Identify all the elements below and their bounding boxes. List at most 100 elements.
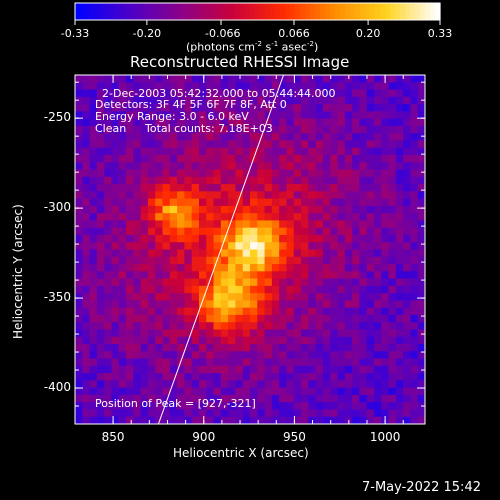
colorbar-frame <box>74 2 441 21</box>
heatmap-cell <box>315 373 324 381</box>
heatmap-cell <box>344 104 353 112</box>
heatmap-cell <box>220 96 229 105</box>
heatmap-cell <box>271 184 280 192</box>
heatmap-cell <box>104 184 112 192</box>
heatmap-cell <box>228 191 236 200</box>
heatmap-cell <box>242 213 251 221</box>
heatmap-cell <box>140 271 149 280</box>
heatmap-cell <box>155 409 163 418</box>
heatmap-cell <box>352 285 360 294</box>
heatmap-cell <box>133 314 142 323</box>
heatmap-cell <box>89 322 98 330</box>
heatmap-cell <box>301 162 309 171</box>
heatmap-cell <box>147 191 156 200</box>
heatmap-cell <box>373 162 382 171</box>
heatmap-cell <box>330 96 338 105</box>
heatmap-cell <box>352 365 360 374</box>
heatmap-cell <box>257 205 266 214</box>
heatmap-cell <box>279 118 287 127</box>
heatmap-cell <box>104 307 112 316</box>
heatmap-cell <box>359 111 368 120</box>
heatmap-cell <box>264 118 273 127</box>
heatmap-cell <box>228 416 236 424</box>
heatmap-cell <box>410 409 419 418</box>
heatmap-cell <box>271 191 280 200</box>
heatmap-cell <box>279 264 287 272</box>
heatmap-cell <box>286 278 295 287</box>
heatmap-cell <box>220 162 229 171</box>
heatmap-cell <box>344 300 353 309</box>
heatmap-cell <box>118 184 127 192</box>
heatmap-cell <box>133 82 142 91</box>
colorbar-cell <box>220 3 226 20</box>
heatmap-cell <box>271 402 280 410</box>
heatmap-cell <box>250 133 258 141</box>
heatmap-cell <box>271 314 280 323</box>
heatmap-cell <box>133 394 142 403</box>
heatmap-cell <box>279 96 287 105</box>
heatmap-cell <box>184 176 193 185</box>
heatmap-cell <box>352 300 360 309</box>
heatmap-cell <box>250 140 258 149</box>
heatmap-cell <box>410 118 419 127</box>
heatmap-cell <box>337 351 346 360</box>
heatmap-cell <box>257 409 266 418</box>
heatmap-cell <box>271 125 280 134</box>
heatmap-cell <box>417 293 425 301</box>
heatmap-cell <box>220 184 229 192</box>
heatmap-cell <box>315 394 324 403</box>
heatmap-cell <box>271 264 280 272</box>
heatmap-cell <box>235 169 244 178</box>
heatmap-cell <box>118 140 127 149</box>
heatmap-cell <box>352 133 360 141</box>
heatmap-cell <box>213 322 222 330</box>
heatmap-cell <box>89 307 98 316</box>
heatmap-cell <box>344 176 353 185</box>
heatmap-cell <box>89 416 98 424</box>
heatmap-cell <box>133 322 142 330</box>
heatmap-cell <box>337 402 346 410</box>
heatmap-cell <box>315 329 324 338</box>
heatmap-cell <box>330 118 338 127</box>
heatmap-cell <box>403 293 411 301</box>
colorbar-cell <box>365 3 371 20</box>
colorbar-cell <box>345 3 351 20</box>
heatmap-cell <box>104 256 112 265</box>
heatmap-cell <box>410 220 419 229</box>
heatmap-cell <box>264 329 273 338</box>
heatmap-cell <box>352 125 360 134</box>
heatmap-cell <box>257 256 266 265</box>
heatmap-cell <box>279 234 287 243</box>
heatmap-cell <box>301 322 309 330</box>
heatmap-cell <box>140 373 149 381</box>
colorbar-tick-label: -0.33 <box>60 27 90 40</box>
heatmap-cell <box>271 329 280 338</box>
heatmap-cell <box>242 314 251 323</box>
heatmap-cell <box>169 154 178 163</box>
heatmap-cell <box>417 387 425 396</box>
heatmap-cell <box>162 358 171 367</box>
colorbar-cell <box>95 3 101 20</box>
heatmap-cell <box>373 220 382 229</box>
heatmap-cell <box>395 358 404 367</box>
heatmap-cell <box>228 169 236 178</box>
heatmap-cell <box>228 285 236 294</box>
heatmap-cell <box>147 278 156 287</box>
heatmap-cell <box>301 402 309 410</box>
heatmap-cell <box>140 314 149 323</box>
heatmap-cell <box>206 111 215 120</box>
heatmap-cell <box>82 184 91 192</box>
heatmap-cell <box>235 111 244 120</box>
heatmap-cell <box>228 133 236 141</box>
heatmap-cell <box>111 234 120 243</box>
heatmap-cell <box>147 307 156 316</box>
heatmap-cell <box>206 416 215 424</box>
heatmap-cell <box>213 416 222 424</box>
heatmap-cell <box>75 213 83 221</box>
heatmap-cell <box>133 256 142 265</box>
heatmap-cell <box>82 118 91 127</box>
colorbar-cell <box>165 3 171 20</box>
heatmap-cell <box>147 140 156 149</box>
heatmap-cell <box>191 111 200 120</box>
